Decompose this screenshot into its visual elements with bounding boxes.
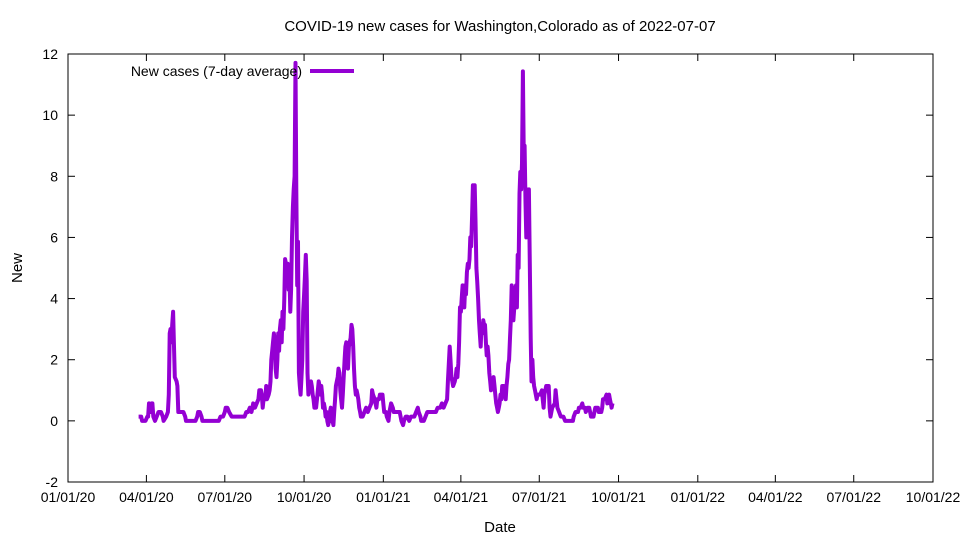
series-line <box>138 60 615 428</box>
x-tick-label: 07/01/22 <box>826 489 881 505</box>
y-tick-label: -2 <box>46 474 59 490</box>
y-tick-label: 8 <box>50 168 58 184</box>
x-tick-label: 04/01/22 <box>748 489 803 505</box>
x-tick-label: 01/01/20 <box>41 489 96 505</box>
legend-label: New cases (7-day average) <box>131 63 302 79</box>
x-tick-label: 04/01/21 <box>434 489 489 505</box>
x-tick-label: 10/01/20 <box>277 489 332 505</box>
x-tick-label: 10/01/22 <box>906 489 960 505</box>
x-tick-label: 01/01/22 <box>671 489 726 505</box>
x-tick-label: 07/01/21 <box>512 489 567 505</box>
x-axis-title: Date <box>484 519 516 536</box>
y-tick-label: 6 <box>50 229 58 245</box>
y-tick-label: 10 <box>42 107 58 123</box>
x-tick-label: 10/01/21 <box>591 489 646 505</box>
legend: New cases (7-day average) <box>131 63 354 79</box>
y-tick-label: 2 <box>50 352 58 368</box>
y-tick-label: 12 <box>42 46 58 62</box>
x-tick-label: 07/01/20 <box>198 489 253 505</box>
x-tick-label: 04/01/20 <box>119 489 174 505</box>
x-tick-label: 01/01/21 <box>356 489 411 505</box>
plot-frame <box>67 53 934 483</box>
y-tick-label: 0 <box>50 413 58 429</box>
chart-title: COVID-19 new cases for Washington,Colora… <box>284 18 715 35</box>
x-axis: 01/01/20 04/01/20 07/01/20 10/01/20 01/01/21… <box>41 54 960 505</box>
y-tick-label: 4 <box>50 291 58 307</box>
plot-area <box>138 60 615 428</box>
y-axis: -2 0 2 4 6 8 10 12 <box>42 46 933 490</box>
y-axis-title: New <box>9 253 26 283</box>
